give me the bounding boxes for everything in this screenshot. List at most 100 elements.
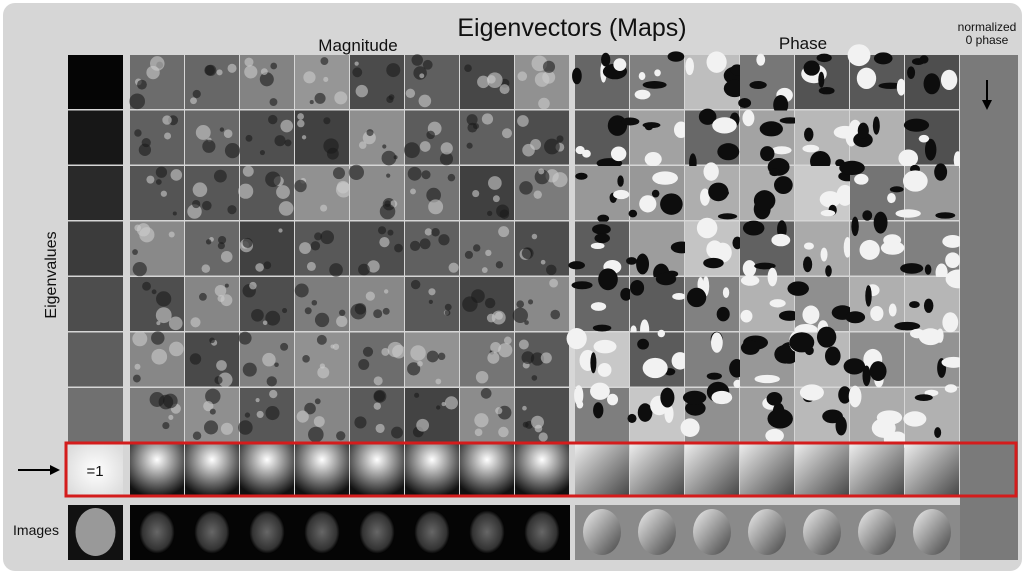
tile xyxy=(517,71,527,81)
tile xyxy=(629,210,638,218)
tile xyxy=(256,398,260,402)
tile xyxy=(282,308,287,313)
tile xyxy=(919,328,942,345)
tile xyxy=(366,292,375,301)
tile xyxy=(194,510,230,554)
tile xyxy=(945,252,960,268)
tile xyxy=(356,85,368,97)
tile xyxy=(438,234,449,245)
tile xyxy=(598,363,612,377)
tile xyxy=(522,406,527,411)
tile xyxy=(887,193,896,203)
tile xyxy=(243,166,254,177)
tile xyxy=(617,175,623,186)
tile xyxy=(668,51,685,61)
tile xyxy=(630,280,644,296)
tile xyxy=(249,282,257,290)
tile xyxy=(308,427,324,443)
tile xyxy=(760,146,774,161)
tile xyxy=(363,347,373,357)
tile xyxy=(593,325,612,332)
tile xyxy=(591,302,606,311)
tile xyxy=(336,182,351,197)
tile xyxy=(304,510,340,554)
tile xyxy=(68,111,123,165)
tile xyxy=(384,200,391,207)
tile xyxy=(627,414,636,423)
tile xyxy=(487,72,503,88)
normalized-label: 0 phase xyxy=(966,33,1009,47)
tile xyxy=(217,295,224,302)
tile xyxy=(431,228,440,237)
tile xyxy=(349,165,364,180)
tile xyxy=(302,355,310,363)
tile xyxy=(423,60,433,70)
tile xyxy=(355,61,359,65)
tile xyxy=(825,347,841,366)
tile xyxy=(329,263,343,277)
tile xyxy=(204,420,218,434)
tile xyxy=(900,263,923,274)
tile xyxy=(411,280,420,289)
tile xyxy=(358,264,370,276)
tile xyxy=(173,211,177,215)
tile xyxy=(438,353,445,360)
tile xyxy=(590,383,610,400)
tile xyxy=(711,332,723,353)
tile xyxy=(658,330,665,337)
tile xyxy=(373,309,382,318)
tile xyxy=(156,167,167,178)
tile xyxy=(857,68,876,89)
tile xyxy=(754,190,776,211)
tile xyxy=(482,113,493,124)
tile xyxy=(496,204,509,217)
tile xyxy=(760,121,783,136)
tile xyxy=(307,262,316,271)
tile xyxy=(218,242,225,249)
tile xyxy=(817,327,836,348)
tile xyxy=(703,258,724,268)
tile xyxy=(193,431,201,439)
tile xyxy=(498,226,509,237)
tile xyxy=(769,168,779,176)
tile xyxy=(800,384,824,400)
tile xyxy=(137,80,147,90)
tile xyxy=(591,243,605,249)
tile xyxy=(643,81,667,89)
tile xyxy=(330,344,334,348)
tile xyxy=(228,64,237,73)
tile xyxy=(523,422,529,428)
tile xyxy=(280,343,288,351)
tile xyxy=(416,419,429,432)
tile xyxy=(915,394,933,401)
tile xyxy=(261,68,268,75)
tile xyxy=(274,135,285,146)
tile xyxy=(639,195,656,212)
tile xyxy=(297,113,304,120)
tile xyxy=(334,91,347,104)
magnitude-label: Magnitude xyxy=(318,36,397,55)
tile xyxy=(382,144,386,148)
tile xyxy=(913,509,951,555)
tile xyxy=(740,310,752,323)
tile xyxy=(802,145,819,153)
tile xyxy=(772,146,792,154)
tile xyxy=(238,184,253,199)
tile xyxy=(821,210,835,216)
tile xyxy=(448,174,456,182)
tile xyxy=(934,163,947,180)
tile xyxy=(802,306,819,325)
tile xyxy=(209,338,215,344)
tile xyxy=(135,364,141,370)
tile xyxy=(142,282,151,291)
tile xyxy=(294,180,306,192)
tile xyxy=(942,312,958,332)
tile xyxy=(244,65,257,78)
tile xyxy=(524,510,560,554)
tile xyxy=(133,375,141,383)
zero-phase-column xyxy=(960,55,1018,560)
tile xyxy=(546,265,557,276)
tile xyxy=(749,81,766,89)
tile xyxy=(295,444,349,498)
tile xyxy=(703,162,718,180)
